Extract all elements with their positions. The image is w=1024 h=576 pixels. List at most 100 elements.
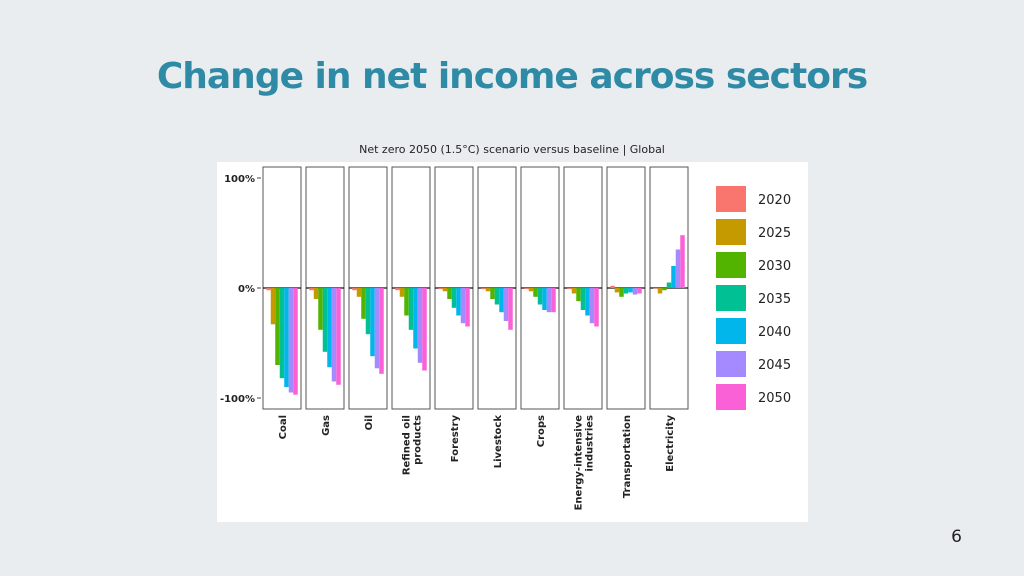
bar-2050 bbox=[551, 288, 556, 313]
bar-2025 bbox=[313, 288, 319, 299]
bar-2025 bbox=[442, 288, 448, 292]
category-label: products bbox=[413, 415, 424, 465]
category-label: Oil bbox=[364, 415, 375, 430]
y-tick-label: -100% bbox=[220, 394, 255, 405]
bar-2045 bbox=[460, 288, 466, 324]
category-label: Electricity bbox=[665, 415, 676, 472]
bar-2045 bbox=[374, 288, 380, 369]
bar-2030 bbox=[490, 288, 495, 299]
bar-2045 bbox=[503, 288, 509, 321]
category-label: Energy-intensive bbox=[574, 415, 585, 511]
bar-2020 bbox=[309, 288, 314, 291]
bar-2045 bbox=[331, 288, 337, 382]
bar-2035 bbox=[365, 288, 371, 335]
bar-2025 bbox=[528, 288, 534, 292]
legend-label: 2025 bbox=[758, 226, 791, 241]
bar-2025 bbox=[356, 288, 362, 297]
bar-2030 bbox=[447, 288, 452, 299]
legend-swatch-2050 bbox=[716, 384, 746, 410]
legend-label: 2035 bbox=[758, 292, 791, 307]
bar-2025 bbox=[657, 288, 663, 294]
legend-swatch-2040 bbox=[716, 318, 746, 344]
category-label: Forestry bbox=[450, 415, 461, 463]
bar-2050 bbox=[336, 288, 341, 385]
bar-2035 bbox=[322, 288, 328, 352]
bar-2030 bbox=[318, 288, 323, 330]
bar-2020 bbox=[567, 288, 572, 290]
bar-2025 bbox=[399, 288, 405, 297]
bar-2040 bbox=[284, 288, 289, 387]
bar-2025 bbox=[485, 288, 491, 292]
legend-swatch-2030 bbox=[716, 252, 746, 278]
bar-2035 bbox=[623, 288, 629, 294]
bar-2030 bbox=[361, 288, 366, 319]
legend-label: 2045 bbox=[758, 358, 791, 373]
legend-swatch-2025 bbox=[716, 219, 746, 245]
slide-title: Change in net income across sectors bbox=[156, 56, 868, 97]
bar-2040 bbox=[671, 266, 676, 288]
bar-2020 bbox=[352, 288, 357, 291]
bar-2040 bbox=[585, 288, 590, 316]
bar-2020 bbox=[524, 288, 529, 290]
y-tick-label: 0% bbox=[238, 284, 255, 295]
category-label: Crops bbox=[536, 415, 547, 447]
bar-2020 bbox=[395, 288, 400, 291]
y-tick-label: 100% bbox=[224, 174, 255, 185]
bar-2020 bbox=[481, 288, 486, 290]
legend-swatch-2020 bbox=[716, 186, 746, 212]
category-label: Coal bbox=[278, 415, 289, 439]
net-income-bar-chart: 100% 0% -100% Coal Gas Oil Refined oil products… bbox=[220, 166, 791, 511]
bar-2025 bbox=[614, 288, 620, 293]
bar-2025 bbox=[571, 288, 577, 294]
bar-2035 bbox=[279, 288, 285, 379]
legend-swatch-2045 bbox=[716, 351, 746, 377]
category-label: Gas bbox=[321, 415, 332, 436]
bar-2035 bbox=[408, 288, 414, 330]
bar-2035 bbox=[580, 288, 586, 310]
bar-2040 bbox=[327, 288, 332, 368]
bar-2050 bbox=[637, 288, 642, 294]
bar-2020 bbox=[266, 288, 271, 291]
bar-2040 bbox=[499, 288, 504, 313]
bar-2045 bbox=[632, 288, 638, 295]
bar-2050 bbox=[422, 288, 427, 371]
chart-caption: Net zero 2050 (1.5°C) scenario versus ba… bbox=[359, 143, 665, 156]
bar-2045 bbox=[288, 288, 294, 393]
bar-2050 bbox=[594, 288, 599, 327]
chart-panel: 100% 0% -100% Coal Gas Oil Refined oil products… bbox=[217, 162, 808, 522]
legend-label: 2030 bbox=[758, 259, 791, 274]
legend-label: 2020 bbox=[758, 193, 791, 208]
legend-swatch-2035 bbox=[716, 285, 746, 311]
bar-2035 bbox=[666, 282, 672, 288]
bar-2045 bbox=[675, 249, 681, 288]
bar-2040 bbox=[542, 288, 547, 310]
bar-2040 bbox=[413, 288, 418, 349]
bar-2025 bbox=[270, 288, 276, 325]
bar-2020 bbox=[653, 288, 658, 289]
page-number: 6 bbox=[951, 527, 962, 547]
bar-2045 bbox=[546, 288, 552, 313]
bar-2030 bbox=[275, 288, 280, 365]
category-label: Refined oil bbox=[402, 415, 413, 475]
bar-2050 bbox=[680, 235, 685, 288]
bar-2030 bbox=[662, 288, 667, 291]
bar-2035 bbox=[537, 288, 543, 305]
bar-2030 bbox=[533, 288, 538, 297]
bar-2040 bbox=[370, 288, 375, 357]
bar-2020 bbox=[438, 288, 443, 290]
bar-2020 bbox=[610, 285, 615, 288]
bar-2045 bbox=[589, 288, 595, 324]
legend-label: 2040 bbox=[758, 325, 791, 340]
bar-2050 bbox=[465, 288, 470, 327]
category-label: Transportation bbox=[622, 415, 633, 498]
bar-2040 bbox=[456, 288, 461, 316]
bar-2050 bbox=[293, 288, 298, 395]
bar-2035 bbox=[494, 288, 500, 305]
bar-2035 bbox=[451, 288, 457, 308]
bar-2030 bbox=[404, 288, 409, 316]
bar-2045 bbox=[417, 288, 423, 363]
category-label: industries bbox=[585, 415, 596, 472]
category-label: Livestock bbox=[493, 415, 504, 469]
bar-2040 bbox=[628, 288, 633, 293]
bar-2030 bbox=[576, 288, 581, 302]
